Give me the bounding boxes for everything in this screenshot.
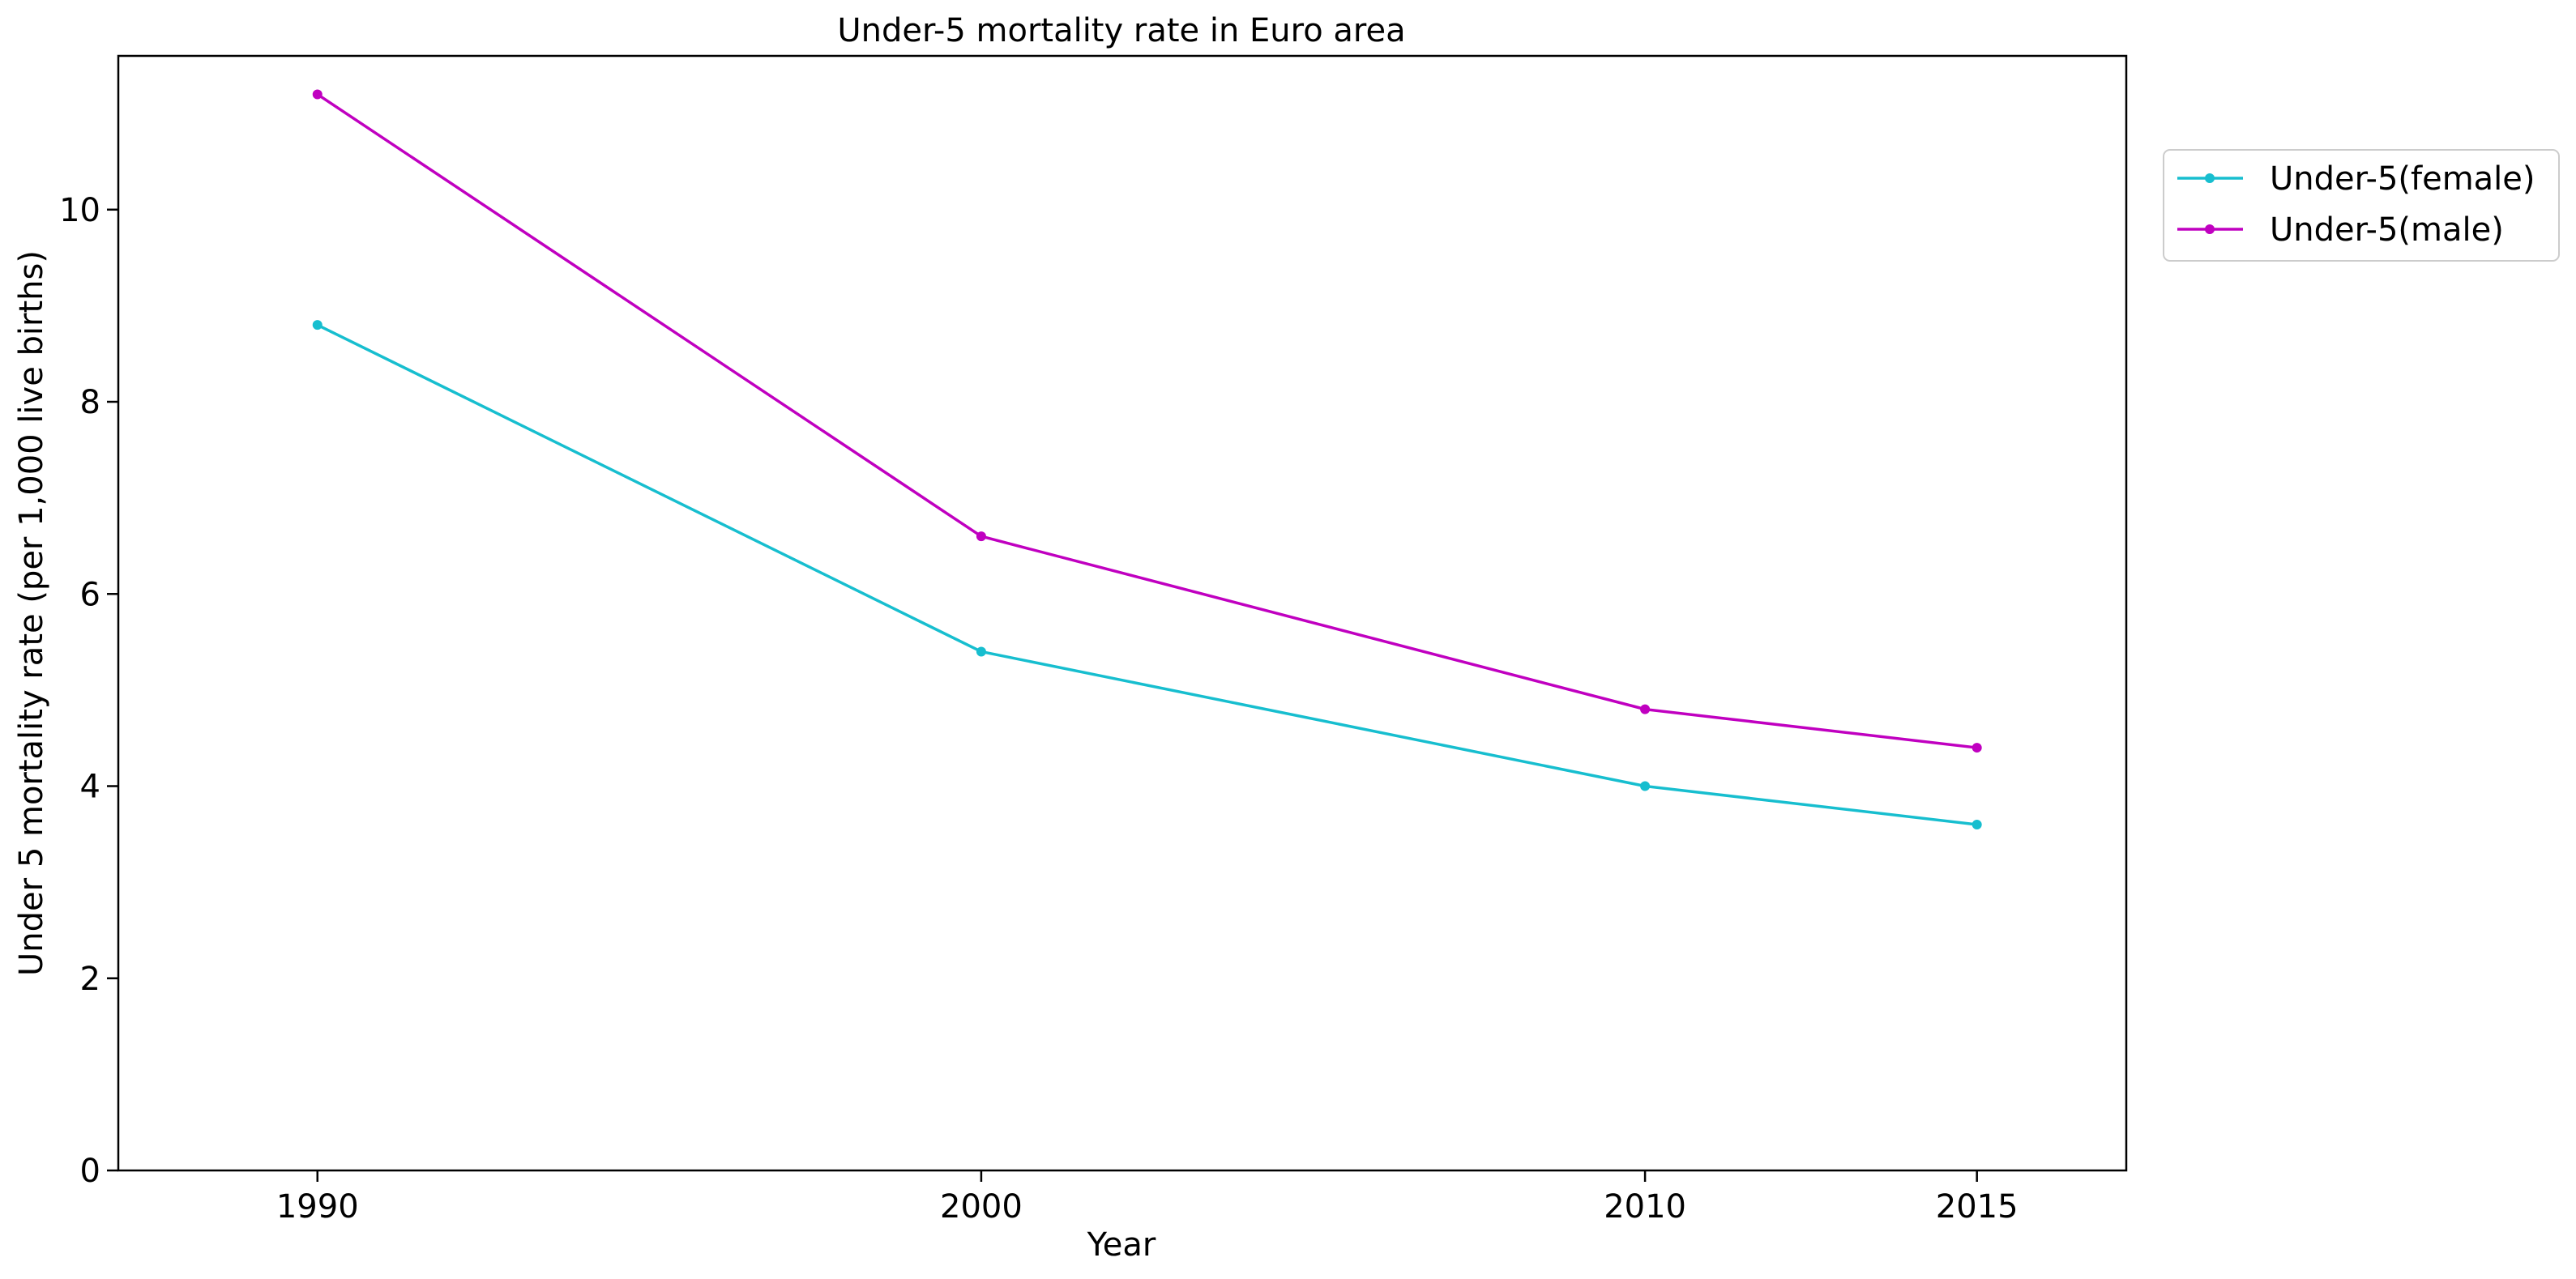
legend-swatch-marker [2205, 224, 2215, 234]
legend-swatch-marker [2205, 173, 2215, 183]
data-point [1640, 781, 1651, 791]
data-point [1972, 743, 1982, 753]
series-layer [312, 89, 1982, 829]
x-tick-label: 2010 [1604, 1188, 1686, 1226]
y-tick-label: 4 [80, 769, 100, 806]
y-tick-label: 10 [59, 192, 100, 229]
data-point [312, 320, 323, 330]
legend-label: Under-5(female) [2270, 160, 2535, 198]
legend: Under-5(female) Under-5(male) [2163, 149, 2560, 262]
x-tick-label: 2015 [1936, 1188, 2019, 1226]
legend-items: Under-5(female) Under-5(male) [2177, 160, 2535, 249]
legend-label: Under-5(male) [2270, 211, 2504, 249]
y-tick-label: 0 [80, 1153, 100, 1190]
chart-title: Under-5 mortality rate in Euro area [837, 12, 1405, 49]
plot-area-frame [117, 54, 2128, 1172]
y-tick-label: 6 [80, 576, 100, 613]
data-point [312, 89, 323, 100]
legend-box [2163, 149, 2560, 262]
data-point [976, 531, 986, 542]
series-line-0 [316, 323, 1977, 826]
y-tick-label: 2 [80, 961, 100, 998]
data-point [976, 646, 986, 657]
x-tick-label: 1990 [276, 1188, 359, 1226]
y-axis: 0 2 4 6 8 10 [59, 192, 118, 1190]
x-tick-label: 2000 [940, 1188, 1023, 1226]
x-axis-title: Year [1087, 1226, 1156, 1264]
series-line-1 [316, 92, 1977, 749]
x-axis: 1990 2000 2010 2015 [276, 1170, 2019, 1226]
data-point [1640, 704, 1651, 714]
y-axis-title: Under 5 mortality rate (per 1,000 live b… [13, 250, 50, 976]
data-point [1972, 819, 1982, 829]
y-tick-label: 8 [80, 384, 100, 421]
